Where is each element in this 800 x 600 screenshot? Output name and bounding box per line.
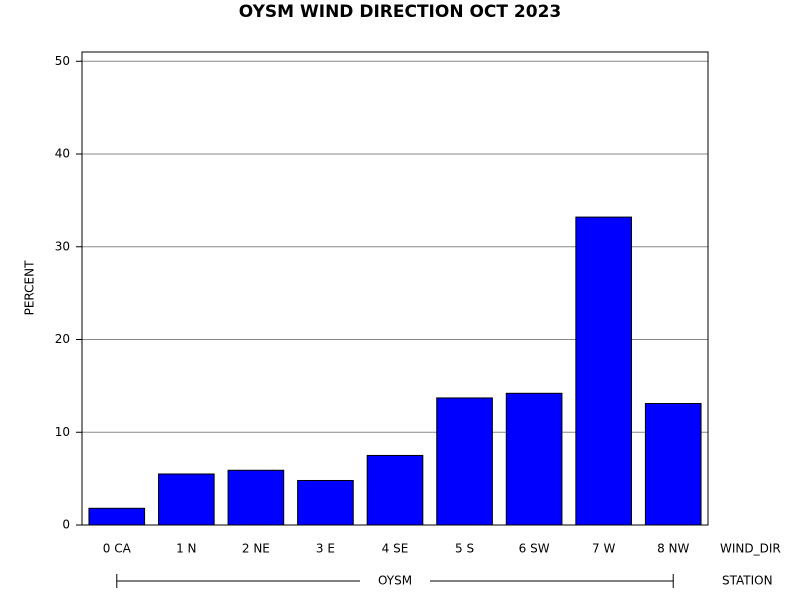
x-tick-label: 5 S — [455, 542, 474, 556]
y-tick-label: 10 — [55, 425, 70, 439]
bar — [88, 507, 146, 526]
y-tick-label: 40 — [55, 147, 70, 161]
x-tick-label: 2 NE — [242, 542, 270, 556]
bar — [366, 454, 424, 526]
plot-frame — [81, 51, 709, 526]
group-axis-label: STATION — [722, 574, 773, 588]
y-tick-label: 20 — [55, 332, 70, 346]
x-tick-label: 4 SE — [382, 542, 409, 556]
chart-title: OYSM WIND DIRECTION OCT 2023 — [239, 2, 561, 22]
y-tick-label: 0 — [62, 518, 70, 532]
bar — [227, 469, 285, 526]
group-label: OYSM — [378, 574, 412, 588]
bar — [297, 479, 354, 526]
x-tick-label: 7 W — [592, 542, 615, 556]
x-tick-label: 0 CA — [103, 542, 132, 556]
bar — [505, 392, 563, 526]
x-tick-label: 1 N — [176, 542, 196, 556]
y-tick-label: 50 — [55, 54, 70, 68]
y-tick-label: 30 — [55, 239, 70, 253]
x-tick-label: 8 NW — [657, 542, 689, 556]
bar — [644, 403, 702, 526]
bar — [575, 216, 632, 526]
x-tick-label: 3 E — [316, 542, 335, 556]
y-axis-label: PERCENT — [23, 260, 37, 315]
x-tick-label: 6 SW — [519, 542, 550, 556]
bar — [158, 473, 215, 526]
bar — [436, 397, 493, 526]
x-axis-label: WIND_DIR — [720, 542, 781, 556]
